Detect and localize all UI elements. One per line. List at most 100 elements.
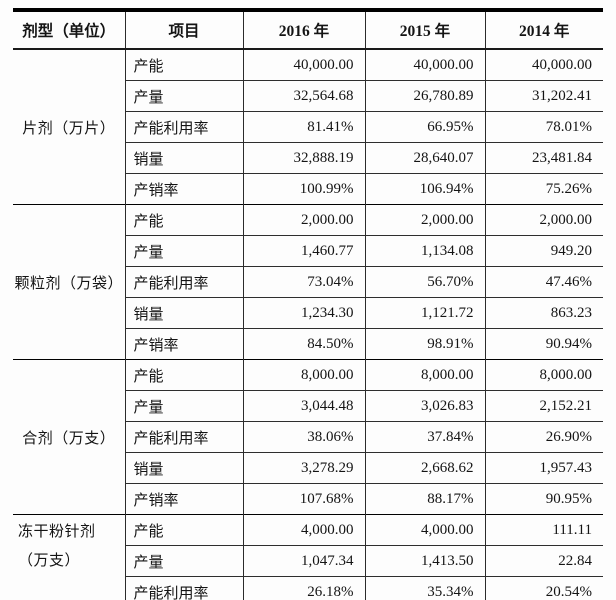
value-cell: 47.46% xyxy=(484,266,603,298)
item-cell: 产量 xyxy=(124,80,243,112)
value-cell: 1,460.77 xyxy=(242,235,365,267)
table-row: 产量 32,564.68 26,780.89 31,202.41 xyxy=(13,80,603,112)
table-row: 冻干粉针剂 （万支） 产能 4,000.00 4,000.00 111.11 xyxy=(13,514,603,600)
value-cell: 2,668.62 xyxy=(364,452,485,484)
table-row: 产销率 100.99% 106.94% 75.26% xyxy=(13,173,603,205)
value-cell: 3,026.83 xyxy=(364,390,485,422)
header-2014: 2014 年 xyxy=(484,10,603,50)
value-cell: 2,000.00 xyxy=(484,204,603,236)
table-row: 产量 1,460.77 1,134.08 949.20 xyxy=(13,235,603,267)
table-row: 产销率 84.50% 98.91% 90.94% xyxy=(13,328,603,360)
table-row: 产能利用率 26.18% 35.34% 20.54% xyxy=(13,576,603,600)
value-cell: 111.11 xyxy=(484,514,603,546)
value-cell: 2,000.00 xyxy=(242,204,365,236)
item-cell: 产量 xyxy=(124,235,243,267)
group-label-mixture: 合剂（万支） xyxy=(13,359,125,515)
value-cell: 3,278.29 xyxy=(242,452,365,484)
value-cell: 38.06% xyxy=(242,421,365,453)
value-cell: 4,000.00 xyxy=(364,514,485,546)
value-cell: 1,047.34 xyxy=(242,545,365,577)
value-cell: 8,000.00 xyxy=(242,359,365,391)
value-cell: 98.91% xyxy=(364,328,485,360)
value-cell: 88.17% xyxy=(364,483,485,515)
value-cell: 107.68% xyxy=(242,483,365,515)
value-cell: 26.18% xyxy=(242,576,365,600)
value-cell: 1,413.50 xyxy=(364,545,485,577)
item-cell: 产销率 xyxy=(124,483,243,515)
item-cell: 产能 xyxy=(124,514,243,546)
value-cell: 73.04% xyxy=(242,266,365,298)
value-cell: 22.84 xyxy=(484,545,603,577)
value-cell: 78.01% xyxy=(484,111,603,143)
value-cell: 1,134.08 xyxy=(364,235,485,267)
production-capacity-table: 剂型（单位） 项目 2016 年 2015 年 2014 年 片剂（万片） 产能… xyxy=(13,8,603,600)
header-dosage-form: 剂型（单位） xyxy=(13,10,125,50)
value-cell: 66.95% xyxy=(364,111,485,143)
value-cell: 2,000.00 xyxy=(364,204,485,236)
table-row: 颗粒剂（万袋） 产能 2,000.00 2,000.00 2,000.00 xyxy=(13,204,603,360)
table-row: 销量 32,888.19 28,640.07 23,481.84 xyxy=(13,142,603,174)
value-cell: 100.99% xyxy=(242,173,365,205)
value-cell: 8,000.00 xyxy=(484,359,603,391)
table-row: 产能利用率 73.04% 56.70% 47.46% xyxy=(13,266,603,298)
item-cell: 产能 xyxy=(124,48,243,81)
value-cell: 32,888.19 xyxy=(242,142,365,174)
item-cell: 产销率 xyxy=(124,328,243,360)
item-cell: 产能利用率 xyxy=(124,111,243,143)
group-label-granules: 颗粒剂（万袋） xyxy=(13,204,125,360)
header-row: 剂型（单位） 项目 2016 年 2015 年 2014 年 xyxy=(13,10,603,50)
value-cell: 26,780.89 xyxy=(364,80,485,112)
value-cell: 40,000.00 xyxy=(364,48,485,81)
item-cell: 产能利用率 xyxy=(124,576,243,600)
group-label-line2: （万支） xyxy=(18,553,81,569)
header-item: 项目 xyxy=(124,10,243,50)
item-cell: 产能 xyxy=(124,359,243,391)
value-cell: 1,121.72 xyxy=(364,297,485,329)
item-cell: 销量 xyxy=(124,142,243,174)
value-cell: 40,000.00 xyxy=(484,48,603,81)
table-row: 产量 3,044.48 3,026.83 2,152.21 xyxy=(13,390,603,422)
item-cell: 产能利用率 xyxy=(124,421,243,453)
header-2015: 2015 年 xyxy=(364,10,485,50)
value-cell: 40,000.00 xyxy=(242,48,365,81)
value-cell: 56.70% xyxy=(364,266,485,298)
item-cell: 销量 xyxy=(124,297,243,329)
table-row: 产能利用率 38.06% 37.84% 26.90% xyxy=(13,421,603,453)
value-cell: 1,234.30 xyxy=(242,297,365,329)
group-label-lyophilized-powder-injection: 冻干粉针剂 （万支） xyxy=(13,514,125,600)
table-row: 销量 1,234.30 1,121.72 863.23 xyxy=(13,297,603,329)
value-cell: 863.23 xyxy=(484,297,603,329)
value-cell: 37.84% xyxy=(364,421,485,453)
value-cell: 90.95% xyxy=(484,483,603,515)
value-cell: 28,640.07 xyxy=(364,142,485,174)
value-cell: 3,044.48 xyxy=(242,390,365,422)
group-label-line1: 冻干粉针剂 xyxy=(18,524,96,540)
value-cell: 32,564.68 xyxy=(242,80,365,112)
table-row: 片剂（万片） 产能 40,000.00 40,000.00 40,000.00 xyxy=(13,48,603,205)
item-cell: 销量 xyxy=(124,452,243,484)
table-row: 产能利用率 81.41% 66.95% 78.01% xyxy=(13,111,603,143)
value-cell: 31,202.41 xyxy=(484,80,603,112)
value-cell: 106.94% xyxy=(364,173,485,205)
group-label-tablets: 片剂（万片） xyxy=(13,48,125,205)
value-cell: 949.20 xyxy=(484,235,603,267)
item-cell: 产销率 xyxy=(124,173,243,205)
value-cell: 2,152.21 xyxy=(484,390,603,422)
value-cell: 84.50% xyxy=(242,328,365,360)
value-cell: 26.90% xyxy=(484,421,603,453)
item-cell: 产能 xyxy=(124,204,243,236)
value-cell: 35.34% xyxy=(364,576,485,600)
item-cell: 产量 xyxy=(124,545,243,577)
table-row: 合剂（万支） 产能 8,000.00 8,000.00 8,000.00 xyxy=(13,359,603,515)
value-cell: 20.54% xyxy=(484,576,603,600)
value-cell: 4,000.00 xyxy=(242,514,365,546)
header-2016: 2016 年 xyxy=(242,10,365,50)
value-cell: 23,481.84 xyxy=(484,142,603,174)
item-cell: 产量 xyxy=(124,390,243,422)
table-row: 产销率 107.68% 88.17% 90.95% xyxy=(13,483,603,515)
value-cell: 1,957.43 xyxy=(484,452,603,484)
item-cell: 产能利用率 xyxy=(124,266,243,298)
value-cell: 90.94% xyxy=(484,328,603,360)
value-cell: 81.41% xyxy=(242,111,365,143)
